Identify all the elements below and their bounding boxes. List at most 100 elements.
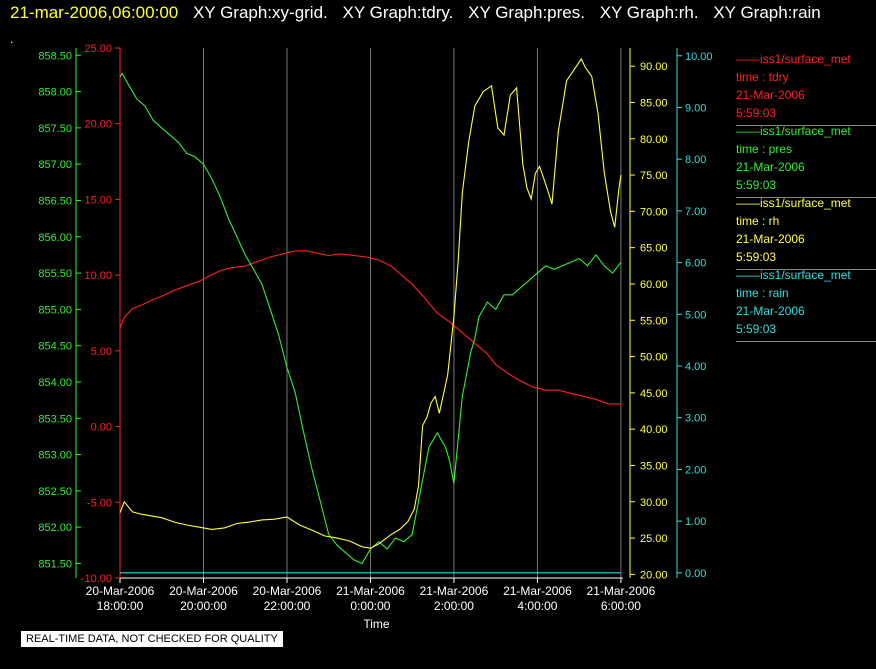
y-tick-label-rh: 75.00 [640,170,668,182]
y-tick-label-pres: 856.50 [38,195,72,207]
x-tick-label-date: 21-Mar-2006 [420,584,489,598]
quality-note: REAL-TIME DATA, NOT CHECKED FOR QUALITY [21,631,283,647]
y-tick-label-rh: 60.00 [640,279,668,291]
x-tick-label-date: 20-Mar-2006 [169,584,238,598]
y-tick-label-rain: 1.00 [685,516,706,528]
y-tick-label-rain: 10.00 [685,51,713,63]
y-tick-label-tdry: 10.00 [84,270,112,282]
graph-title-rh: XY Graph:rh. [599,3,699,22]
legend-pres: ——iss1/surface_met time : pres 21-Mar-20… [736,122,876,198]
y-tick-label-rh: 35.00 [640,460,668,472]
y-tick-label-tdry: -5.00 [87,497,112,509]
x-tick-label-time: 0:00:00 [350,599,390,613]
y-tick-label-rain: 9.00 [685,102,706,114]
y-tick-label-pres: 855.50 [38,268,72,280]
legend-date-pres: 21-Mar-2006 [736,160,805,174]
y-tick-label-rh: 40.00 [640,424,668,436]
legend-separator [736,269,876,270]
y-tick-label-rh: 55.00 [640,315,668,327]
x-tick-label-date: 20-Mar-2006 [253,584,322,598]
x-tick-label-date: 20-Mar-2006 [86,584,155,598]
legend-date-rh: 21-Mar-2006 [736,232,805,246]
y-tick-label-rh: 80.00 [640,134,668,146]
y-tick-label-pres: 857.00 [38,159,72,171]
legend-tdry: ——iss1/surface_met time : tdry 21-Mar-20… [736,50,876,126]
y-tick-label-tdry: 15.00 [84,194,112,206]
x-tick-label-time: 18:00:00 [97,599,144,613]
series-line-rh [119,57,622,549]
y-tick-label-tdry: 5.00 [91,346,112,358]
y-tick-label-rain: 0.00 [685,568,706,580]
y-tick-label-rh: 25.00 [640,533,668,545]
legend-source-rh: ——iss1/surface_met [736,196,851,210]
graph-title-pres: XY Graph:pres. [468,3,585,22]
y-tick-label-rh: 50.00 [640,352,668,364]
y-tick-label-rh: 30.00 [640,497,668,509]
graph-title-tdry: XY Graph:tdry. [342,3,454,22]
series-line-pres [119,72,622,565]
legend-var-tdry: time : tdry [736,70,789,84]
y-tick-label-pres: 853.00 [38,450,72,462]
legend-separator [736,197,876,198]
y-tick-label-tdry: 25.00 [84,43,112,55]
chart-header: 21-mar-2006,06:00:00 XY Graph:xy-grid. X… [10,3,821,23]
y-tick-label-pres: 855.00 [38,304,72,316]
y-tick-label-tdry: 0.00 [91,422,112,434]
y-tick-label-pres: 858.50 [38,50,72,62]
y-tick-label-rain: 4.00 [685,361,706,373]
y-tick-label-rh: 85.00 [640,97,668,109]
y-tick-label-tdry: 20.00 [84,119,112,131]
legend-date-rain: 21-Mar-2006 [736,304,805,318]
legend-time-tdry: 5:59:03 [736,106,777,120]
y-tick-label-pres: 851.50 [38,558,72,570]
x-tick-label-time: 4:00:00 [517,599,557,613]
y-tick-label-rain: 8.00 [685,154,706,166]
y-tick-label-rh: 90.00 [640,61,668,73]
legend-rh: ——iss1/surface_met time : rh 21-Mar-2006… [736,194,876,270]
x-tick-label-time: 6:00:00 [601,599,641,613]
y-tick-label-pres: 857.50 [38,123,72,135]
graph-title-rain: XY Graph:rain [713,3,821,22]
legend-source-tdry: ——iss1/surface_met [736,52,851,66]
y-tick-label-pres: 852.00 [38,522,72,534]
y-tick-label-rh: 65.00 [640,243,668,255]
x-axis-label: Time [363,617,390,631]
x-tick-label-time: 20:00:00 [180,599,227,613]
y-tick-label-rh: 20.00 [640,569,668,581]
legend-time-pres: 5:59:03 [736,178,777,192]
y-tick-label-pres: 854.50 [38,341,72,353]
graph-title-xy-grid: XY Graph:xy-grid. [192,3,328,22]
legend-time-rain: 5:59:03 [736,322,777,336]
y-tick-label-rh: 70.00 [640,206,668,218]
y-tick-label-rain: 6.00 [685,258,706,270]
legend-var-pres: time : pres [736,142,793,156]
legend-time-rh: 5:59:03 [736,250,777,264]
series-line-tdry [119,250,621,405]
y-tick-label-pres: 853.50 [38,413,72,425]
y-tick-label-rain: 3.00 [685,413,706,425]
legend-var-rain: time : rain [736,286,789,300]
y-tick-label-rain: 2.00 [685,464,706,476]
x-tick-label-time: 22:00:00 [264,599,311,613]
y-tick-label-rain: 5.00 [685,309,706,321]
legend-date-tdry: 21-Mar-2006 [736,88,805,102]
y-tick-label-pres: 856.00 [38,232,72,244]
header-dot: . [10,32,14,46]
legend-rain: ——iss1/surface_met time : rain 21-Mar-20… [736,266,876,342]
x-tick-label-date: 21-Mar-2006 [503,584,572,598]
legend-source-pres: ——iss1/surface_met [736,124,851,138]
timestamp: 21-mar-2006,06:00:00 [10,3,179,22]
legend-separator [736,341,876,342]
y-tick-label-pres: 852.50 [38,486,72,498]
y-tick-label-rh: 45.00 [640,388,668,400]
legend-var-rh: time : rh [736,214,780,228]
y-tick-label-tdry: -10.00 [81,573,112,585]
x-tick-label-date: 21-Mar-2006 [336,584,405,598]
y-tick-label-pres: 854.00 [38,377,72,389]
x-tick-label-date: 21-Mar-2006 [587,584,656,598]
y-tick-label-pres: 858.00 [38,87,72,99]
legend-source-rain: ——iss1/surface_met [736,268,851,282]
y-tick-label-rain: 7.00 [685,206,706,218]
legend-separator [736,125,876,126]
